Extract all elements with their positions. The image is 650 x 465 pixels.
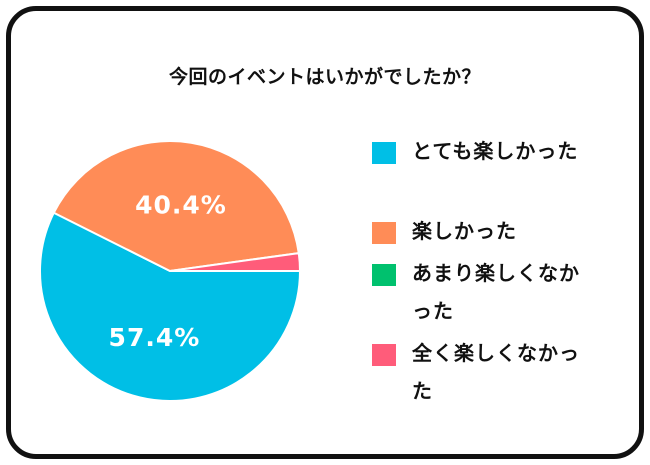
legend-swatch-totemo-tanoshikatta	[372, 142, 396, 164]
legend-label-tanoshikatta: 楽しかった	[412, 219, 517, 243]
legend-label-mattaku-tanoshikunakatta: 全く楽しくなかった	[412, 341, 580, 403]
legend-swatch-mattaku-tanoshikunakatta	[372, 344, 396, 366]
data-label-totemo-tanoshikatta: 57.4%	[109, 323, 201, 352]
legend-swatch-tanoshikatta	[372, 222, 396, 244]
chart-title: 今回のイベントはいかがでしたか？	[168, 66, 481, 88]
pie-slice-mattaku-tanoshikunakatta	[169, 251, 302, 272]
pie-slice-tanoshikatta	[52, 140, 300, 273]
pie-slice-totemo-tanoshikatta	[39, 211, 302, 402]
legend-label-amari-tanoshikunakatta: あまり楽しくなかった	[412, 261, 580, 323]
legend-label-totemo-tanoshikatta: とても楽しかった	[412, 139, 579, 163]
legend-swatch-amari-tanoshikunakatta	[372, 264, 396, 286]
data-label-tanoshikatta: 40.4%	[135, 190, 227, 219]
